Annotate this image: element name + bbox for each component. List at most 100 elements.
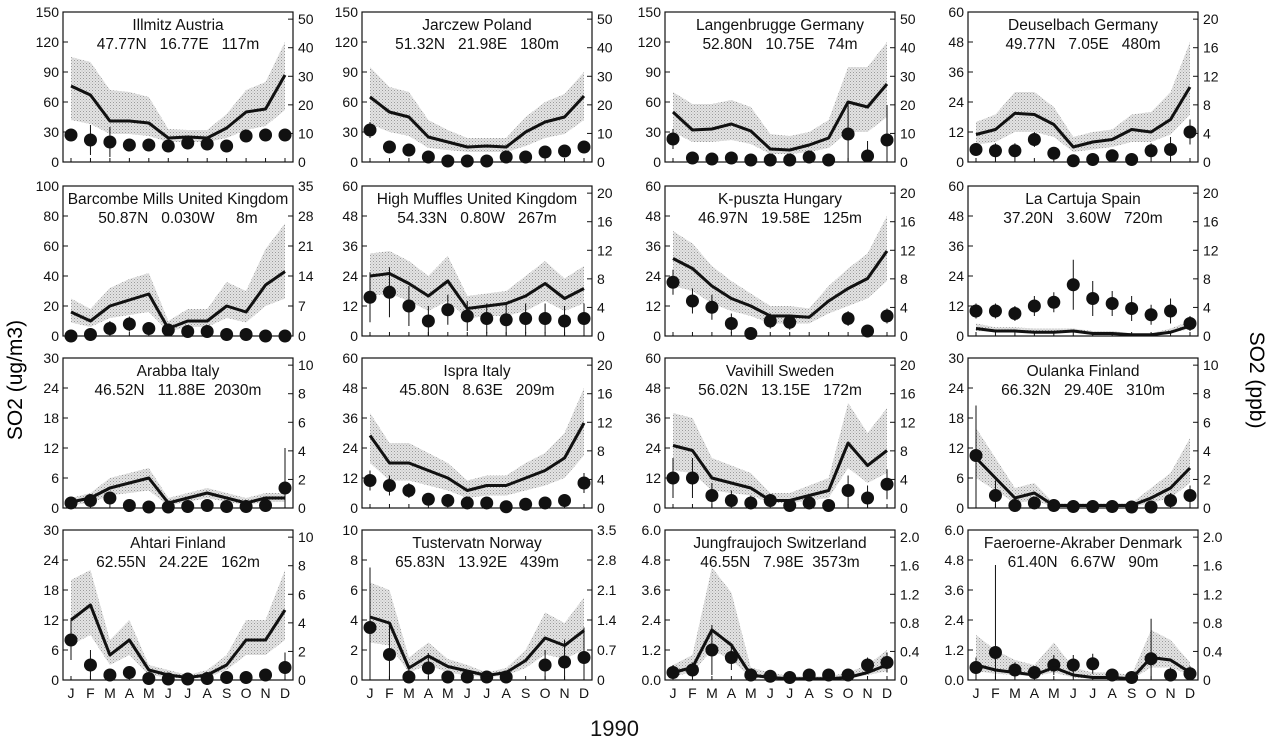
obs-point <box>538 312 552 325</box>
right-tick-label: 0 <box>900 154 908 170</box>
obs-point <box>538 658 552 672</box>
left-tick-label: 150 <box>638 4 662 20</box>
panel-coords: 61.40N 6.67W 90m <box>1008 554 1159 571</box>
obs-point <box>558 655 572 669</box>
month-label: J <box>165 685 172 701</box>
obs-point <box>382 140 396 154</box>
right-tick-label: 0 <box>1203 500 1211 516</box>
obs-point <box>1066 658 1080 672</box>
left-tick-label: 100 <box>36 178 60 194</box>
right-tick-label: 16 <box>1203 214 1219 230</box>
month-label: M <box>143 685 155 701</box>
left-tick-label: 0 <box>51 154 59 170</box>
right-tick-label: 0 <box>1203 328 1211 344</box>
plot-frame <box>62 357 294 509</box>
right-tick-label: 0.8 <box>1203 615 1223 631</box>
left-tick-label: 36 <box>342 410 358 426</box>
model-line <box>70 270 286 330</box>
obs-point <box>685 151 699 165</box>
left-tick-label: 48 <box>645 208 661 224</box>
right-tick-label: 1.6 <box>900 558 920 574</box>
obs-point <box>802 496 816 510</box>
obs-point <box>480 670 494 684</box>
right-tick-label: 6 <box>298 414 306 430</box>
obs-point <box>783 153 797 167</box>
right-tick-label: 40 <box>900 40 916 56</box>
right-tick-label: 4 <box>900 299 908 315</box>
obs-point <box>705 489 719 502</box>
month-label: N <box>1165 685 1175 701</box>
panel-0: 0 30 60 90 120 150 0 10 20 30 40 50 Illmitz Austria 4… <box>36 4 314 170</box>
plot-frame <box>62 11 294 163</box>
obs-point <box>363 474 377 487</box>
obs-point <box>278 329 292 343</box>
left-tick-label: 48 <box>948 34 964 50</box>
obs-point <box>861 491 875 505</box>
left-axis-title-text: SO2 (ug/m3) <box>4 320 27 440</box>
left-tick-label: 12 <box>948 124 964 140</box>
left-axis-title: SO2 (ug/m3) <box>4 320 27 440</box>
left-tick-label: 24 <box>948 380 964 396</box>
left-tick-label: 40 <box>43 268 59 284</box>
month-label: A <box>727 685 737 701</box>
left-tick-label: 80 <box>43 208 59 224</box>
obs-point <box>822 499 836 512</box>
obs-point <box>744 153 758 167</box>
left-tick-label: 36 <box>645 410 661 426</box>
model-line <box>672 250 889 319</box>
plot-frame <box>967 529 1199 681</box>
left-tick-label: 48 <box>645 380 661 396</box>
right-tick-label: 12 <box>900 414 916 430</box>
obs-point <box>103 322 117 335</box>
right-tick-label: 8 <box>298 558 306 574</box>
panel-coords: 62.55N 24.22E 162m <box>96 554 260 571</box>
left-tick-label: 24 <box>645 268 661 284</box>
left-tick-label: 18 <box>43 582 59 598</box>
left-tick-label: 48 <box>342 380 358 396</box>
obs-point <box>666 275 680 289</box>
panel-title: La Cartuja Spain <box>1025 191 1140 208</box>
obs-point <box>239 129 253 143</box>
obs-point <box>988 304 1002 318</box>
panel-title: Illmitz Austria <box>132 17 224 34</box>
obs-point <box>1183 125 1197 139</box>
month-label: O <box>241 685 252 701</box>
left-tick-label: 60 <box>342 350 358 366</box>
left-tick-label: 150 <box>335 4 359 20</box>
right-tick-label: 8 <box>597 443 605 459</box>
left-tick-label: 30 <box>342 124 358 140</box>
left-tick-label: 12 <box>43 440 59 456</box>
left-tick-label: 60 <box>645 350 661 366</box>
left-tick-label: 60 <box>43 94 59 110</box>
left-tick-label: 36 <box>645 238 661 254</box>
plot-frame <box>361 529 593 681</box>
obs-point <box>744 327 758 340</box>
left-tick-label: 120 <box>638 34 662 50</box>
obs-point <box>685 471 699 485</box>
right-tick-label: 20 <box>900 185 916 201</box>
model-line <box>672 628 888 681</box>
obs-point <box>1086 153 1100 166</box>
right-tick-label: 10 <box>298 357 314 373</box>
right-tick-label: 0 <box>597 672 605 688</box>
month-label: S <box>1127 685 1136 701</box>
right-tick-label: 20 <box>597 357 613 373</box>
left-tick-label: 30 <box>43 124 59 140</box>
right-tick-label: 0.4 <box>1203 643 1223 659</box>
uncertainty-band <box>370 582 584 677</box>
month-label: A <box>424 685 434 701</box>
obs-point <box>83 328 97 341</box>
right-tick-label: 1.2 <box>900 586 920 602</box>
left-tick-label: 2.4 <box>642 612 662 628</box>
obs-point <box>278 481 292 495</box>
left-tick-label: 2.4 <box>945 612 965 628</box>
obs-point <box>705 643 719 657</box>
obs-point <box>122 138 136 152</box>
obs-point <box>103 668 117 682</box>
month-label: N <box>862 685 872 701</box>
right-tick-label: 0 <box>900 672 908 688</box>
obs-point <box>421 661 435 675</box>
